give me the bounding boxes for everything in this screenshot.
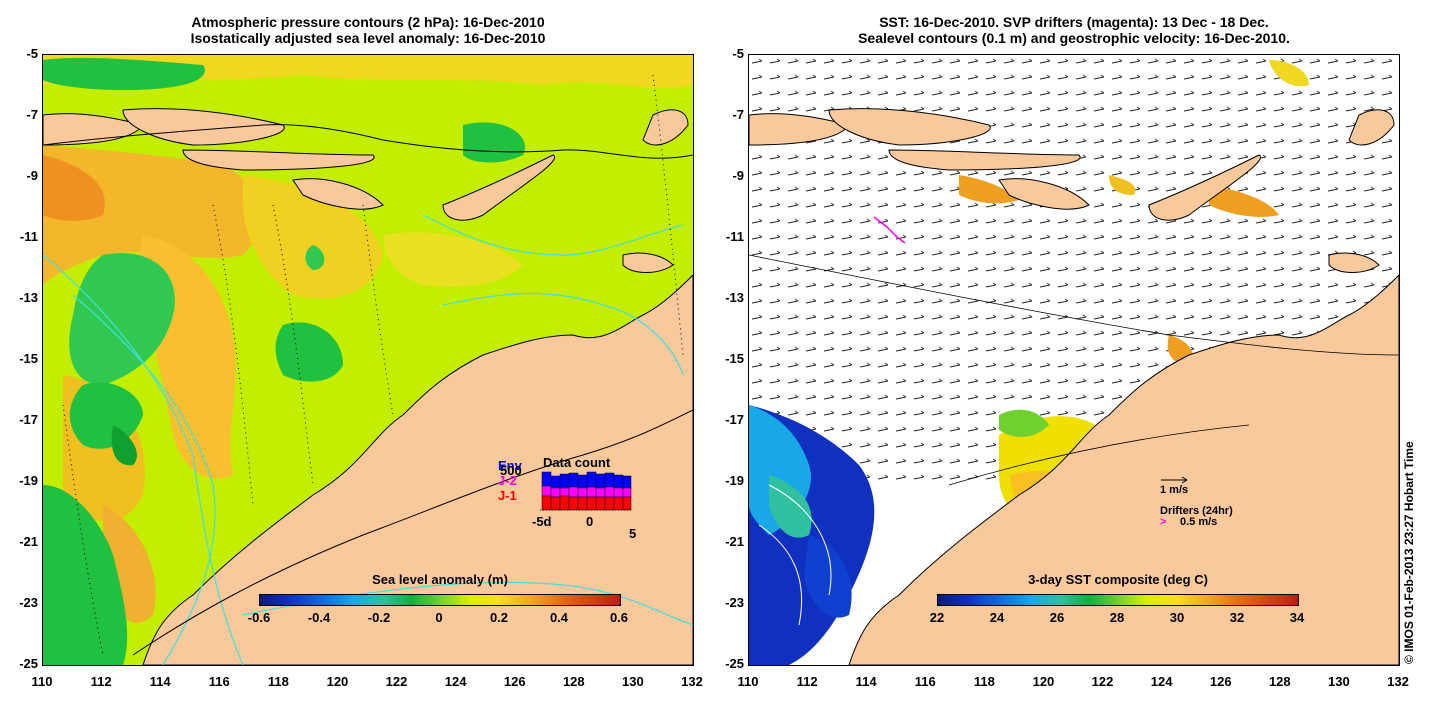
hist-tick-mid: 0 (586, 514, 594, 529)
right-lat-tick: -25 (725, 656, 744, 671)
right-title-line2: Sealevel contours (0.1 m) and geostrophi… (858, 30, 1290, 46)
left-lon-tick: 112 (90, 674, 112, 689)
drifter-legend-arrow-icon: > (1160, 516, 1167, 528)
right-lat-tick: -21 (725, 534, 744, 549)
left-lat-tick: -7 (26, 107, 38, 122)
velocity-legend-label: 1 m/s (1160, 484, 1189, 496)
right-map-title: SST: 16-Dec-2010. SVP drifters (magenta)… (748, 14, 1400, 46)
left-lon-tick: 118 (267, 674, 289, 689)
right-cbar-tick: 24 (989, 610, 1005, 625)
left-lat-tick: -25 (19, 656, 38, 671)
left-cbar-tick: -0.6 (247, 610, 271, 625)
left-lat-tick: -9 (26, 168, 38, 183)
right-lon-tick: 120 (1032, 674, 1055, 689)
right-lon-tick: 130 (1328, 674, 1350, 689)
left-colorbar-title: Sea level anomaly (m) (372, 572, 508, 587)
left-lat-tick: -15 (19, 351, 38, 366)
data-count-title: Data count (543, 455, 611, 470)
sst-colorbar (937, 594, 1299, 606)
sst-map[interactable] (748, 54, 1400, 666)
right-title-line1: SST: 16-Dec-2010. SVP drifters (magenta)… (879, 14, 1269, 30)
right-cbar-tick: 32 (1229, 610, 1245, 625)
drifter-legend-title: Drifters (24hr) (1160, 505, 1233, 517)
right-lon-tick: 112 (796, 674, 818, 689)
right-lat-tick: -23 (725, 595, 744, 610)
right-lat-tick: -19 (725, 473, 744, 488)
right-lon-tick: 116 (914, 674, 936, 689)
left-lon-tick: 128 (562, 674, 585, 689)
right-cbar-tick: 28 (1109, 610, 1125, 625)
right-lat-tick: -17 (725, 412, 744, 427)
left-lat-tick: -11 (19, 229, 38, 244)
sea-level-anomaly-graphic (43, 55, 693, 665)
right-lon-tick: 124 (1150, 674, 1173, 689)
left-cbar-tick: 0.6 (609, 610, 629, 625)
sea-level-anomaly-map[interactable] (42, 54, 694, 666)
left-cbar-tick: 0.2 (489, 610, 509, 625)
legend-j2: J-2 (498, 473, 517, 488)
left-lon-tick: 122 (385, 674, 408, 689)
right-lat-tick: -7 (732, 107, 744, 122)
left-lon-tick: 120 (326, 674, 349, 689)
drifter-legend-value: 0.5 m/s (1180, 516, 1218, 528)
right-lat-tick: -11 (725, 229, 744, 244)
left-lon-tick: 116 (208, 674, 230, 689)
left-cbar-tick: -0.4 (307, 610, 331, 625)
right-lat-tick: -5 (732, 46, 744, 61)
right-lon-tick: 132 (1387, 674, 1409, 689)
right-lon-tick: 126 (1209, 674, 1232, 689)
right-lon-tick: 110 (737, 674, 759, 689)
left-cbar-tick: 0 (435, 610, 443, 625)
right-lon-tick: 122 (1091, 674, 1114, 689)
right-colorbar-title: 3-day SST composite (deg C) (1028, 572, 1208, 587)
right-lat-tick: -9 (732, 168, 744, 183)
right-lon-tick: 128 (1268, 674, 1291, 689)
right-lon-tick: 114 (855, 674, 877, 689)
legend-env: Env (498, 458, 522, 473)
velocity-legend-arrow (1161, 476, 1188, 484)
left-title-line2: Isostatically adjusted sea level anomaly… (190, 30, 546, 46)
left-lon-tick: 132 (681, 674, 703, 689)
left-lat-tick: -21 (19, 534, 38, 549)
right-lat-tick: -13 (725, 290, 744, 305)
data-count-histogram (540, 471, 632, 511)
left-lon-tick: 130 (622, 674, 644, 689)
right-cbar-tick: 30 (1169, 610, 1185, 625)
sea-level-colorbar (259, 594, 621, 606)
left-cbar-tick: -0.2 (367, 610, 391, 625)
imos-credit: © IMOS 01-Feb-2013 23:27 Hobart Time (1402, 441, 1416, 664)
right-cbar-tick: 34 (1289, 610, 1305, 625)
right-cbar-tick: 22 (929, 610, 945, 625)
left-lon-tick: 110 (31, 674, 53, 689)
left-lat-tick: -17 (19, 412, 38, 427)
left-map-title: Atmospheric pressure contours (2 hPa): 1… (42, 14, 694, 46)
hist-tick-end: 5 (629, 526, 637, 541)
left-lon-tick: 126 (503, 674, 526, 689)
left-title-line1: Atmospheric pressure contours (2 hPa): 1… (191, 14, 545, 30)
left-cbar-tick: 0.4 (549, 610, 569, 625)
right-lat-tick: -15 (725, 351, 744, 366)
sst-graphic (749, 55, 1399, 665)
right-cbar-tick: 26 (1049, 610, 1065, 625)
left-lon-tick: 124 (444, 674, 467, 689)
left-lat-tick: -23 (19, 595, 38, 610)
left-lat-tick: -19 (19, 473, 38, 488)
left-lon-tick: 114 (149, 674, 171, 689)
hist-tick-start: -5d (532, 514, 552, 529)
left-lat-tick: -13 (19, 290, 38, 305)
right-lon-tick: 118 (973, 674, 995, 689)
left-lat-tick: -5 (26, 46, 38, 61)
data-count-max: 500 (500, 463, 522, 478)
legend-j1: J-1 (498, 488, 517, 503)
